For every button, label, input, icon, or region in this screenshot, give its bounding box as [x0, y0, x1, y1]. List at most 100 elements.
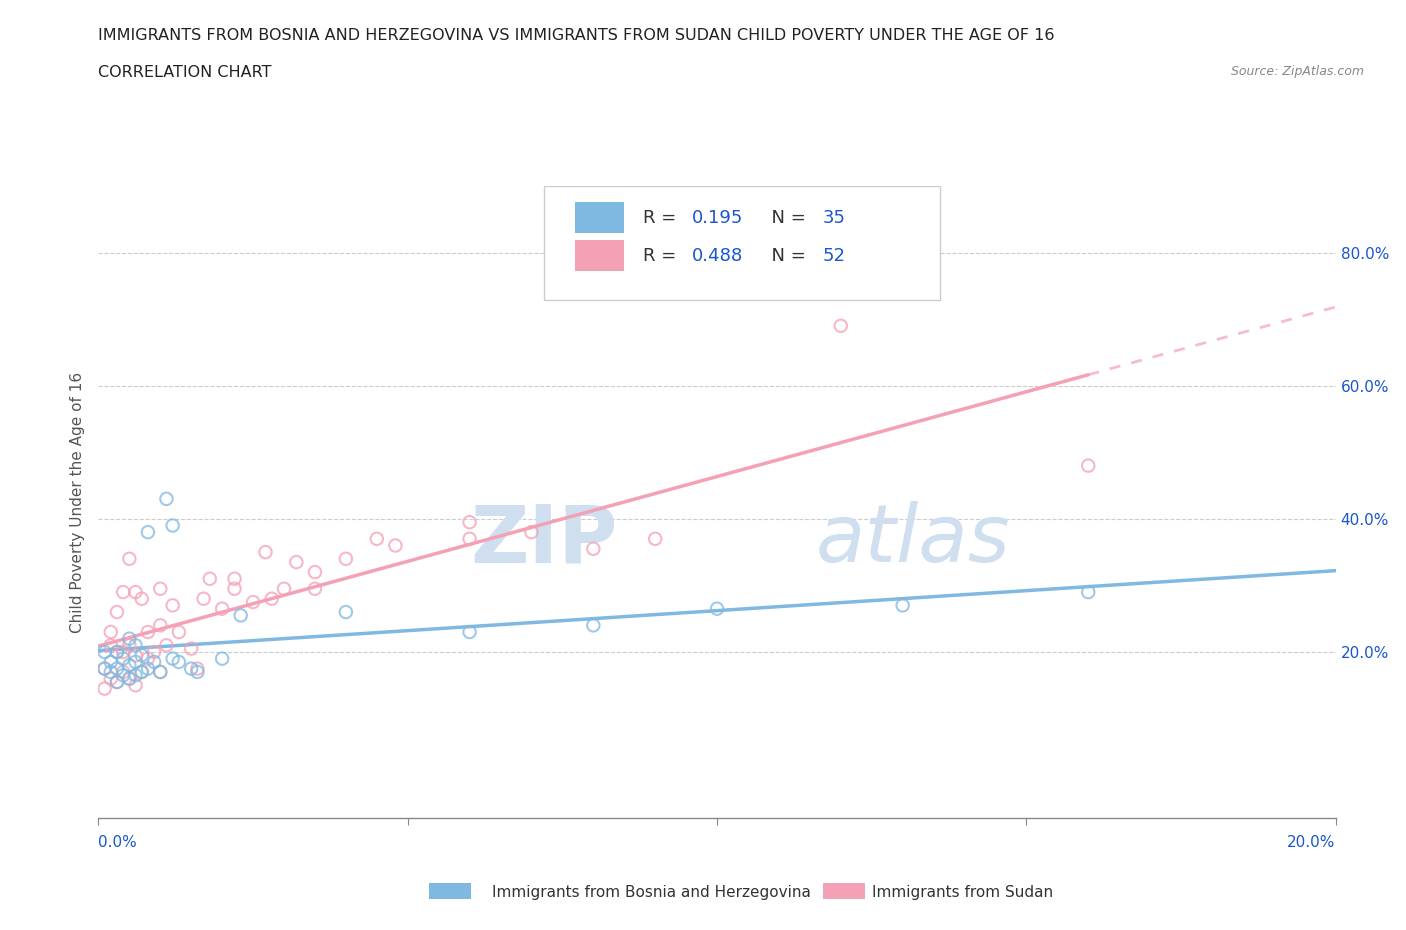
Point	[304, 565, 326, 579]
Text: 20.0%: 20.0%	[1288, 835, 1336, 850]
Point	[582, 541, 605, 556]
Point	[162, 598, 184, 613]
Text: N =: N =	[761, 246, 811, 264]
Point	[149, 665, 172, 680]
Point	[136, 525, 159, 539]
Point	[162, 651, 184, 666]
Point	[260, 591, 283, 606]
Point	[242, 594, 264, 609]
Point	[118, 658, 141, 672]
Point	[118, 671, 141, 686]
Point	[100, 655, 122, 670]
Point	[100, 665, 122, 680]
Point	[180, 641, 202, 656]
Text: Source: ZipAtlas.com: Source: ZipAtlas.com	[1230, 65, 1364, 78]
Text: 0.0%: 0.0%	[98, 835, 138, 850]
Point	[162, 518, 184, 533]
Point	[1077, 458, 1099, 473]
Point	[211, 602, 233, 617]
Point	[100, 638, 122, 653]
Point	[124, 655, 146, 670]
Point	[105, 674, 128, 689]
Text: IMMIGRANTS FROM BOSNIA AND HERZEGOVINA VS IMMIGRANTS FROM SUDAN CHILD POVERTY UN: IMMIGRANTS FROM BOSNIA AND HERZEGOVINA V…	[98, 28, 1054, 43]
Point	[224, 571, 246, 586]
Point	[124, 585, 146, 600]
Point	[167, 625, 190, 640]
Point	[105, 644, 128, 659]
Point	[224, 581, 246, 596]
Point	[105, 674, 128, 689]
Point	[1077, 585, 1099, 600]
Point	[149, 665, 172, 680]
Text: 0.195: 0.195	[692, 208, 744, 227]
Point	[118, 631, 141, 646]
Point	[124, 648, 146, 663]
Point	[644, 531, 666, 546]
Point	[254, 545, 277, 560]
Point	[131, 665, 153, 680]
Point	[136, 661, 159, 676]
Point	[93, 644, 115, 659]
Point	[100, 671, 122, 686]
Point	[211, 651, 233, 666]
FancyBboxPatch shape	[575, 240, 624, 272]
Point	[193, 591, 215, 606]
Text: 35: 35	[823, 208, 845, 227]
Point	[186, 661, 208, 676]
Point	[124, 638, 146, 653]
Point	[131, 591, 153, 606]
Point	[105, 604, 128, 619]
Point	[149, 618, 172, 632]
Bar	[823, 883, 865, 899]
Point	[458, 625, 481, 640]
Point	[198, 571, 221, 586]
Point	[285, 554, 308, 569]
Point	[830, 318, 852, 333]
Point	[520, 525, 543, 539]
Text: N =: N =	[761, 208, 811, 227]
FancyBboxPatch shape	[575, 202, 624, 233]
Point	[304, 581, 326, 596]
Point	[582, 618, 605, 632]
Text: Immigrants from Bosnia and Herzegovina: Immigrants from Bosnia and Herzegovina	[492, 885, 811, 900]
Point	[131, 648, 153, 663]
Point	[124, 678, 146, 693]
Point	[155, 638, 177, 653]
Point	[93, 681, 115, 696]
Y-axis label: Child Poverty Under the Age of 16: Child Poverty Under the Age of 16	[69, 372, 84, 632]
Point	[458, 514, 481, 529]
Text: CORRELATION CHART: CORRELATION CHART	[98, 65, 271, 80]
Point	[143, 655, 166, 670]
Text: ZIP: ZIP	[471, 501, 619, 579]
Text: atlas: atlas	[815, 501, 1011, 579]
Point	[335, 604, 357, 619]
Point	[93, 661, 115, 676]
Point	[112, 585, 135, 600]
Point	[100, 625, 122, 640]
Point	[118, 671, 141, 686]
Point	[105, 644, 128, 659]
Point	[186, 665, 208, 680]
Point	[335, 551, 357, 566]
Text: Immigrants from Sudan: Immigrants from Sudan	[872, 885, 1053, 900]
Point	[112, 644, 135, 659]
Point	[155, 491, 177, 506]
Point	[180, 661, 202, 676]
Bar	[429, 883, 471, 899]
Point	[136, 625, 159, 640]
Point	[136, 651, 159, 666]
Point	[384, 538, 406, 553]
Point	[93, 661, 115, 676]
Text: 0.488: 0.488	[692, 246, 744, 264]
Point	[891, 598, 914, 613]
Point	[118, 638, 141, 653]
Point	[124, 668, 146, 683]
Point	[143, 644, 166, 659]
Point	[149, 581, 172, 596]
Point	[118, 551, 141, 566]
Point	[112, 651, 135, 666]
Text: R =: R =	[643, 208, 682, 227]
Point	[366, 531, 388, 546]
Point	[229, 608, 252, 623]
Point	[112, 665, 135, 680]
